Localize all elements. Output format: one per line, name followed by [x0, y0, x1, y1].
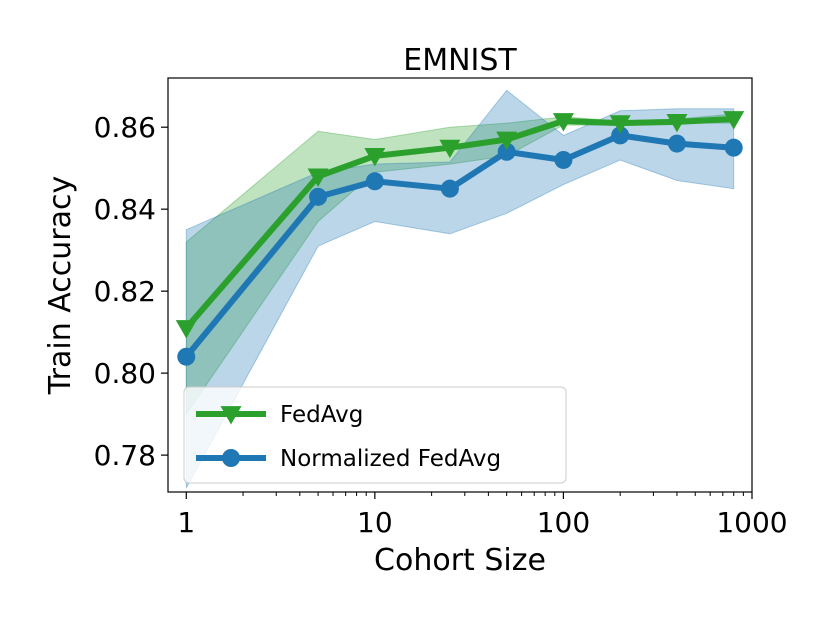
y-axis-label: Train Accuracy [43, 176, 78, 395]
plot-frame [167, 77, 753, 493]
point-series-0 [609, 115, 631, 134]
chart-title: EMNIST [403, 43, 517, 78]
point-series-1 [177, 347, 196, 366]
point-series-0 [364, 148, 386, 167]
point-series-1 [724, 138, 743, 157]
legend: FedAvg Normalized FedAvg [183, 386, 567, 484]
point-series-0 [723, 111, 745, 130]
x-tick-label: 100 [537, 506, 590, 539]
series-markers [175, 111, 745, 366]
legend-box [183, 386, 567, 484]
y-tick-label: 0.78 [94, 439, 156, 472]
point-series-0 [496, 131, 518, 150]
x-tick-label: 1000 [716, 506, 787, 539]
point-series-1 [554, 150, 573, 169]
x-axis-label: Cohort Size [374, 543, 546, 578]
x-tick-label: 1 [177, 506, 195, 539]
point-series-0 [175, 320, 197, 339]
x-tick-label: 10 [357, 506, 393, 539]
point-series-1 [365, 172, 384, 191]
legend-marker-1 [222, 449, 240, 467]
legend-marker-0 [220, 406, 242, 425]
y-tick-label: 0.86 [94, 111, 156, 144]
point-series-1 [611, 126, 630, 145]
point-series-0 [439, 139, 461, 159]
legend-label-0: FedAvg [280, 402, 363, 428]
y-tick-label: 0.80 [94, 357, 156, 390]
point-series-0 [307, 168, 329, 187]
y-tick-label: 0.84 [94, 193, 156, 226]
legend-label-1: Normalized FedAvg [280, 446, 501, 472]
point-series-1 [497, 142, 516, 161]
point-series-0 [666, 113, 688, 133]
point-series-1 [309, 187, 328, 206]
point-series-1 [667, 134, 686, 153]
point-series-0 [552, 113, 574, 132]
x-axis-ticks: 1 10 100 1000 [177, 492, 788, 539]
point-series-1 [440, 179, 459, 198]
y-tick-label: 0.82 [94, 275, 156, 308]
y-axis-ticks: 0.78 0.80 0.82 0.84 0.86 [94, 111, 168, 472]
